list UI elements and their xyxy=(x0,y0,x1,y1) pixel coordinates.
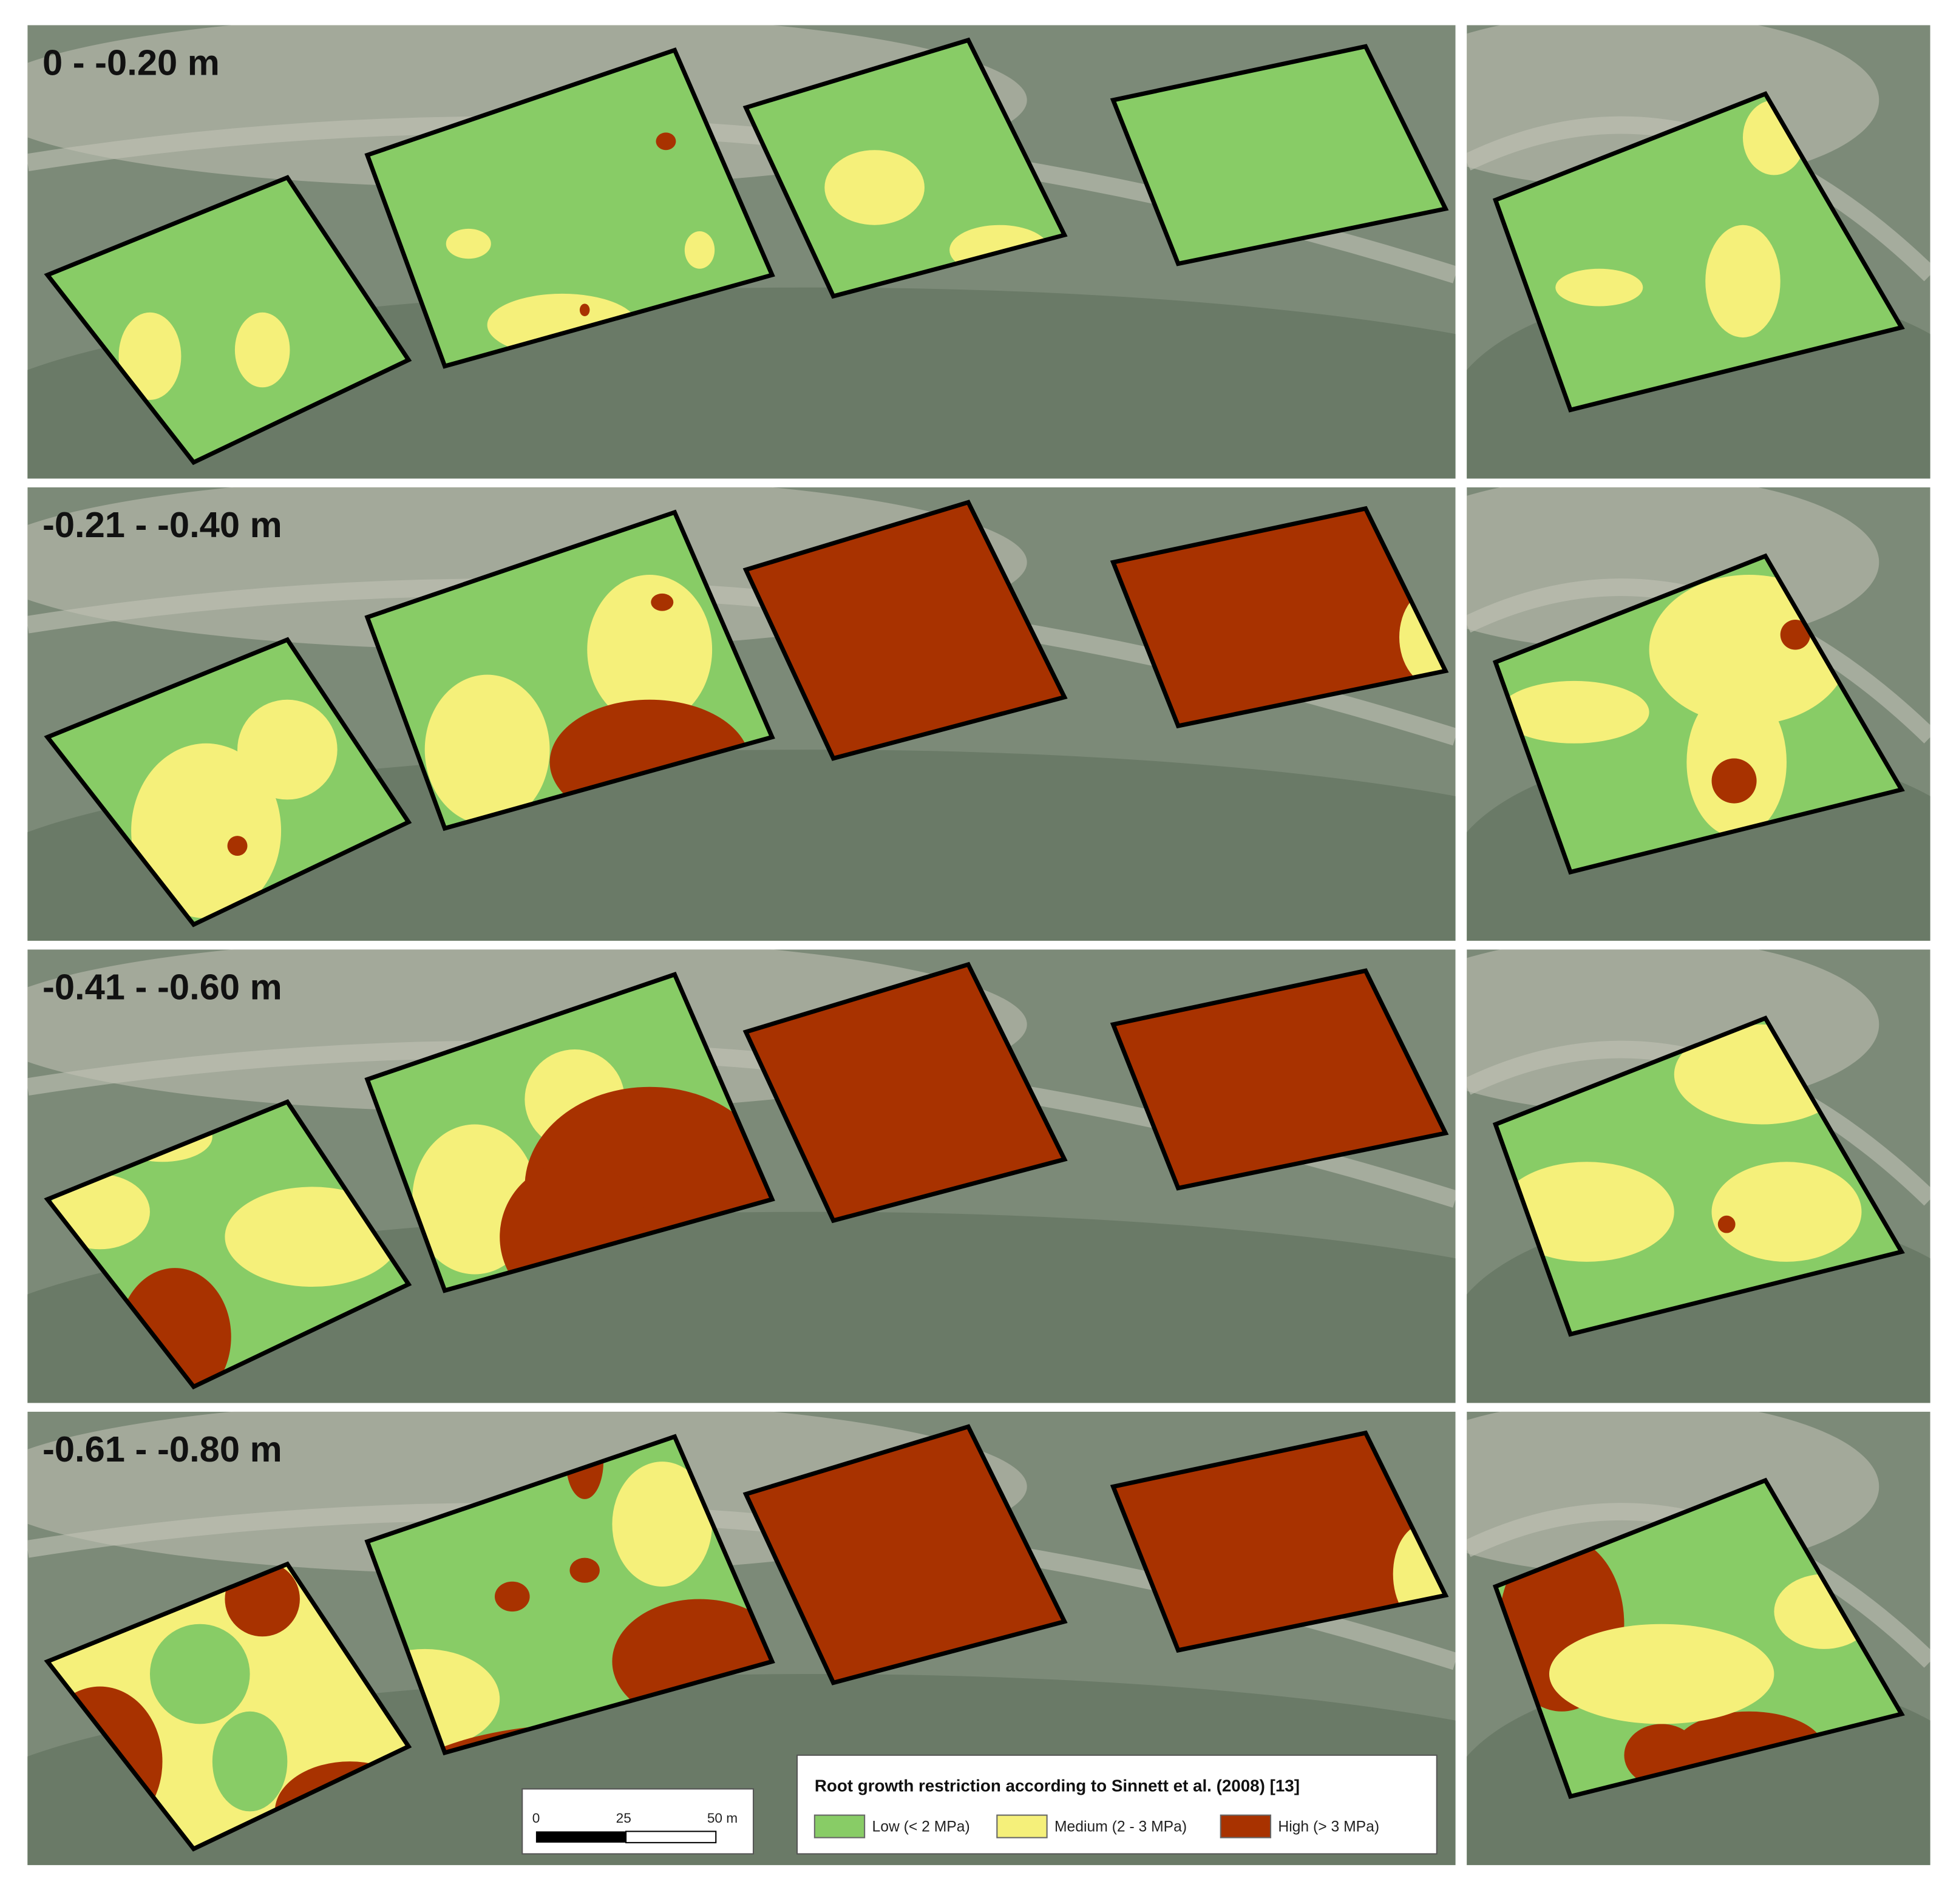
scale-bar: 0 25 50 m xyxy=(521,1788,755,1855)
depth-label: -0.61 - -0.80 m xyxy=(42,1429,282,1469)
plot-outline xyxy=(1110,506,1449,729)
plot xyxy=(1113,971,1446,1188)
plot-outline xyxy=(44,1561,412,1852)
restriction-zone xyxy=(212,1711,288,1812)
restriction-zone xyxy=(50,1174,150,1250)
scale-label: 50 m xyxy=(707,1811,738,1826)
legend-items: Low (< 2 MPa) Medium (2 - 3 MPa) High (> 3… xyxy=(813,1814,1379,1838)
legend-label: Medium (2 - 3 MPa) xyxy=(1054,1818,1187,1835)
plot-fill xyxy=(745,502,1065,759)
restriction-zone xyxy=(234,312,290,388)
restriction-zone xyxy=(1711,1162,1862,1262)
scale-label: 25 xyxy=(616,1811,631,1826)
restriction-zone xyxy=(1555,268,1643,307)
depth-row: -0.41 - -0.60 m xyxy=(27,949,1930,1403)
restriction-zone xyxy=(149,1624,250,1724)
restriction-zone xyxy=(824,150,925,225)
restriction-zone xyxy=(587,574,713,725)
plot-fill xyxy=(1113,1432,1446,1650)
restriction-zone xyxy=(656,132,676,151)
restriction-zone xyxy=(569,1557,600,1583)
restriction-zone xyxy=(1780,620,1811,650)
legend-label: High (> 3 MPa) xyxy=(1278,1818,1379,1835)
restriction-zone xyxy=(579,303,590,316)
plot-outline xyxy=(1110,44,1449,266)
scale-bar-white xyxy=(625,1831,717,1843)
restriction-zone xyxy=(1499,680,1649,744)
plot xyxy=(47,639,409,925)
plot-outline xyxy=(1492,553,1905,875)
plot xyxy=(47,177,409,462)
panels: 0 - -0.20 m -0.21 - -0.40 m -0.41 - -0.60 … xyxy=(27,25,1930,1865)
plot-fill xyxy=(47,177,409,462)
legend: Root growth restriction according to Sin… xyxy=(796,1754,1438,1855)
restriction-zone xyxy=(684,231,715,269)
plot xyxy=(745,1426,1065,1683)
plot-fill xyxy=(1113,971,1446,1188)
plot xyxy=(1495,556,1902,872)
plot-fill xyxy=(745,964,1065,1221)
depth-row: 0 - -0.20 m xyxy=(27,25,1930,479)
restriction-zone xyxy=(131,743,282,918)
plot-fill xyxy=(1113,46,1446,264)
restriction-zone xyxy=(494,1581,530,1612)
plot-outline xyxy=(1492,1477,1905,1800)
plot xyxy=(1495,1018,1902,1335)
plot-fill xyxy=(745,1426,1065,1683)
restriction-zone xyxy=(651,593,674,611)
plot-outline xyxy=(364,972,775,1293)
restriction-zone xyxy=(237,699,338,800)
restriction-zone xyxy=(1717,1215,1736,1233)
plot xyxy=(1113,46,1446,264)
restriction-zone xyxy=(1499,1162,1674,1262)
legend-swatch xyxy=(1220,1814,1272,1838)
plot-outline xyxy=(1492,91,1905,413)
plot-outline xyxy=(1492,1015,1905,1337)
plot-outline xyxy=(44,175,412,466)
restriction-zone xyxy=(1549,1624,1774,1724)
legend-label: Low (< 2 MPa) xyxy=(872,1818,970,1835)
plot-outline xyxy=(364,509,775,832)
plot-outline xyxy=(44,637,412,927)
plot-outline xyxy=(364,1434,775,1756)
restriction-zone xyxy=(1705,225,1781,337)
restriction-zone xyxy=(118,312,182,400)
plot xyxy=(745,502,1065,759)
restriction-zone xyxy=(227,836,248,856)
plot-outline xyxy=(742,961,1068,1224)
depth-label: -0.21 - -0.40 m xyxy=(42,504,282,545)
restriction-zone xyxy=(1711,758,1757,804)
plot-fill xyxy=(367,50,772,367)
restriction-zone xyxy=(612,1462,713,1587)
plot-fill xyxy=(1113,508,1446,726)
plot-outline xyxy=(44,1099,412,1390)
depth-label: 0 - -0.20 m xyxy=(42,42,220,83)
restriction-zone xyxy=(446,228,491,259)
plot-outline xyxy=(1110,1430,1449,1653)
plot-outline xyxy=(742,1424,1068,1685)
plot-outline xyxy=(1110,968,1449,1191)
depth-row: -0.21 - -0.40 m xyxy=(27,487,1930,941)
plot-fill xyxy=(1495,93,1902,410)
legend-title: Root growth restriction according to Sin… xyxy=(815,1777,1300,1795)
legend-box xyxy=(796,1754,1438,1855)
plot xyxy=(367,512,772,828)
plot-outline xyxy=(742,500,1068,761)
depth-label: -0.41 - -0.60 m xyxy=(42,967,282,1008)
legend-swatch xyxy=(996,1814,1048,1838)
restriction-zone xyxy=(424,674,550,825)
legend-swatch xyxy=(813,1814,866,1838)
plot-outline xyxy=(364,47,775,369)
restriction-zone xyxy=(225,1187,400,1287)
scale-label: 0 xyxy=(532,1811,540,1826)
scale-bar-black xyxy=(535,1831,626,1843)
plot xyxy=(745,964,1065,1221)
plot-outline xyxy=(742,37,1068,299)
